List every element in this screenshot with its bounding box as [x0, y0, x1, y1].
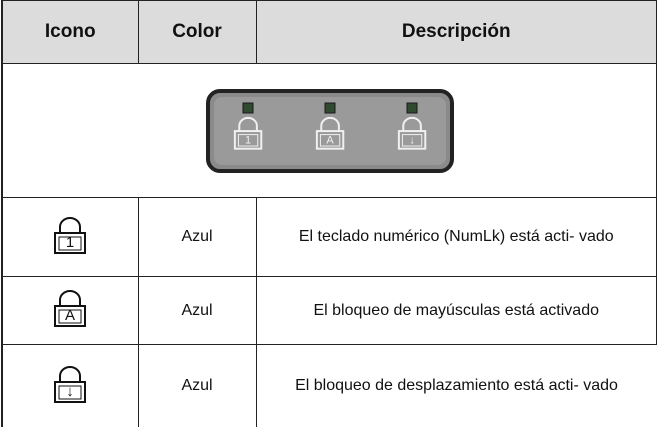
description-cell: El teclado numérico (NumLk) está acti- v… [256, 198, 657, 277]
lock-icon: 1 [52, 215, 88, 255]
description-cell: El bloqueo de mayúsculas está activado [256, 277, 657, 345]
color-cell: Azul [138, 345, 256, 427]
icon-cell: A [2, 277, 138, 345]
led-panel: 1 A ↓ [206, 89, 454, 173]
led [325, 103, 335, 113]
row: 1 Azul El teclado numérico (NumLk) está … [2, 198, 657, 277]
icon-cell: 1 [2, 198, 138, 277]
lock-shackle [60, 218, 80, 233]
lock-shackle [60, 367, 80, 382]
header-cell: Descripción [256, 1, 657, 64]
header-cell: Icono [2, 1, 138, 64]
lock-shackle [60, 291, 80, 306]
lock-glyph: ↓ [67, 383, 75, 400]
row: ↓ Azul El bloqueo de desplazamiento está… [2, 345, 657, 427]
row: A Azul El bloqueo de mayúsculas está act… [2, 277, 657, 345]
panel-cell: 1 A ↓ [2, 64, 657, 198]
led [243, 103, 253, 113]
lock-glyph: ↓ [409, 134, 415, 146]
header-cell: Color [138, 1, 256, 64]
lock-glyph: 1 [66, 234, 74, 251]
panel-row: 1 A ↓ [2, 64, 657, 198]
lock-icon: ↓ [52, 364, 88, 404]
color-cell: Azul [138, 198, 256, 277]
lock-glyph: 1 [245, 134, 251, 146]
color-cell: Azul [138, 277, 256, 345]
description-cell: El bloqueo de desplazamiento está acti- … [256, 345, 657, 427]
led [407, 103, 417, 113]
lock-glyph: A [326, 134, 334, 146]
lock-icon: A [52, 288, 88, 328]
header-row: Icono Color Descripción [2, 1, 657, 64]
icon-cell: ↓ [2, 345, 138, 427]
lock-glyph: A [65, 307, 75, 324]
